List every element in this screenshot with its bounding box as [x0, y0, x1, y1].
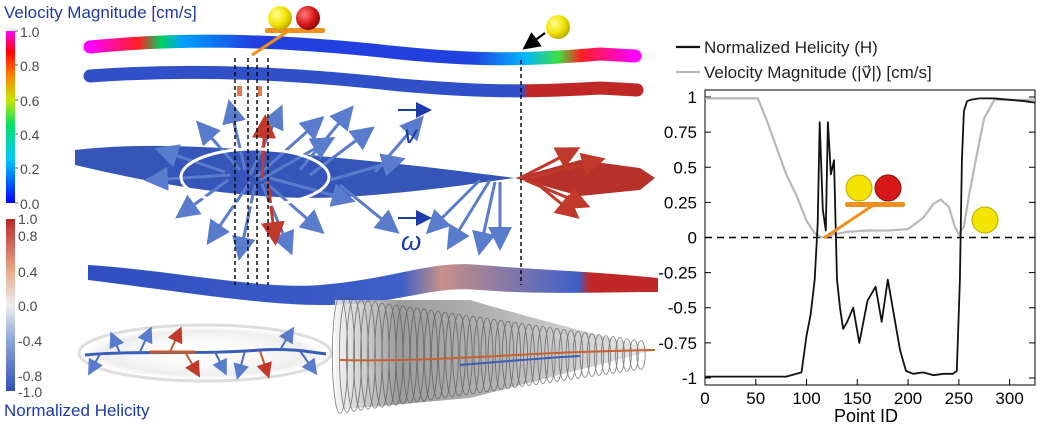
x-tick-label: 250	[945, 389, 973, 408]
helicity-tick: -0.4	[18, 333, 43, 349]
helicity-tube	[83, 65, 644, 98]
series-line-0	[705, 97, 1036, 378]
helicity-tick: 1.0	[18, 211, 38, 227]
helicity-tick: 0.0	[18, 298, 38, 314]
helicity-tick: -1.0	[18, 384, 43, 400]
velocity-colorbar	[6, 31, 15, 203]
x-tick-label: 150	[843, 389, 871, 408]
flow-visualization: v ω	[6, 6, 658, 414]
helicity-tick: 0.8	[18, 228, 38, 244]
x-tick-label: 100	[792, 389, 820, 408]
x-tick-label: 0	[700, 389, 709, 408]
velocity-tick: 0.6	[20, 93, 40, 109]
velocity-colorbar-title: Velocity Magnitude [cm/s]	[4, 3, 197, 22]
chart-red-sphere	[874, 174, 902, 202]
velocity-tube	[83, 34, 642, 66]
helical-streamline	[77, 323, 333, 383]
helicity-tick: -0.8	[18, 368, 43, 384]
legend-label: Normalized Helicity (H)	[704, 38, 878, 57]
chart-seesaw-bar	[845, 202, 905, 207]
velocity-tick: 0.0	[20, 196, 40, 212]
helicity-tick: 0.4	[18, 264, 38, 280]
series-line-1	[705, 97, 1035, 239]
plot-frame	[704, 89, 1036, 386]
vortex-cone	[331, 296, 656, 414]
x-axis-label: Point ID	[834, 406, 898, 426]
helicity-colorbar	[6, 219, 15, 391]
vorticity-tube	[88, 264, 658, 305]
x-tick-label: 50	[746, 389, 765, 408]
vorticity-symbol: ω	[401, 226, 421, 256]
seesaw-glyph	[251, 6, 325, 57]
x-tick-label: 300	[995, 389, 1023, 408]
chart-seesaw-arm	[823, 204, 873, 240]
velocity-vector-field	[75, 99, 655, 261]
chart-single-yellow-sphere	[971, 206, 999, 234]
yellow-sphere-marker	[546, 15, 570, 39]
velocity-tick: 0.4	[20, 127, 40, 143]
velocity-tick: 0.8	[20, 58, 40, 74]
helicity-colorbar-title: Normalized Helicity	[4, 401, 150, 420]
velocity-tick: 0.2	[20, 161, 40, 177]
x-tick-label: 200	[894, 389, 922, 408]
velocity-symbol: v	[404, 119, 419, 149]
alignment-lines	[234, 58, 522, 285]
legend-label: Velocity Magnitude (|v⃗|) [cm/s]	[704, 63, 932, 82]
chart-yellow-sphere	[845, 174, 873, 202]
velocity-tick: 1.0	[20, 24, 40, 40]
